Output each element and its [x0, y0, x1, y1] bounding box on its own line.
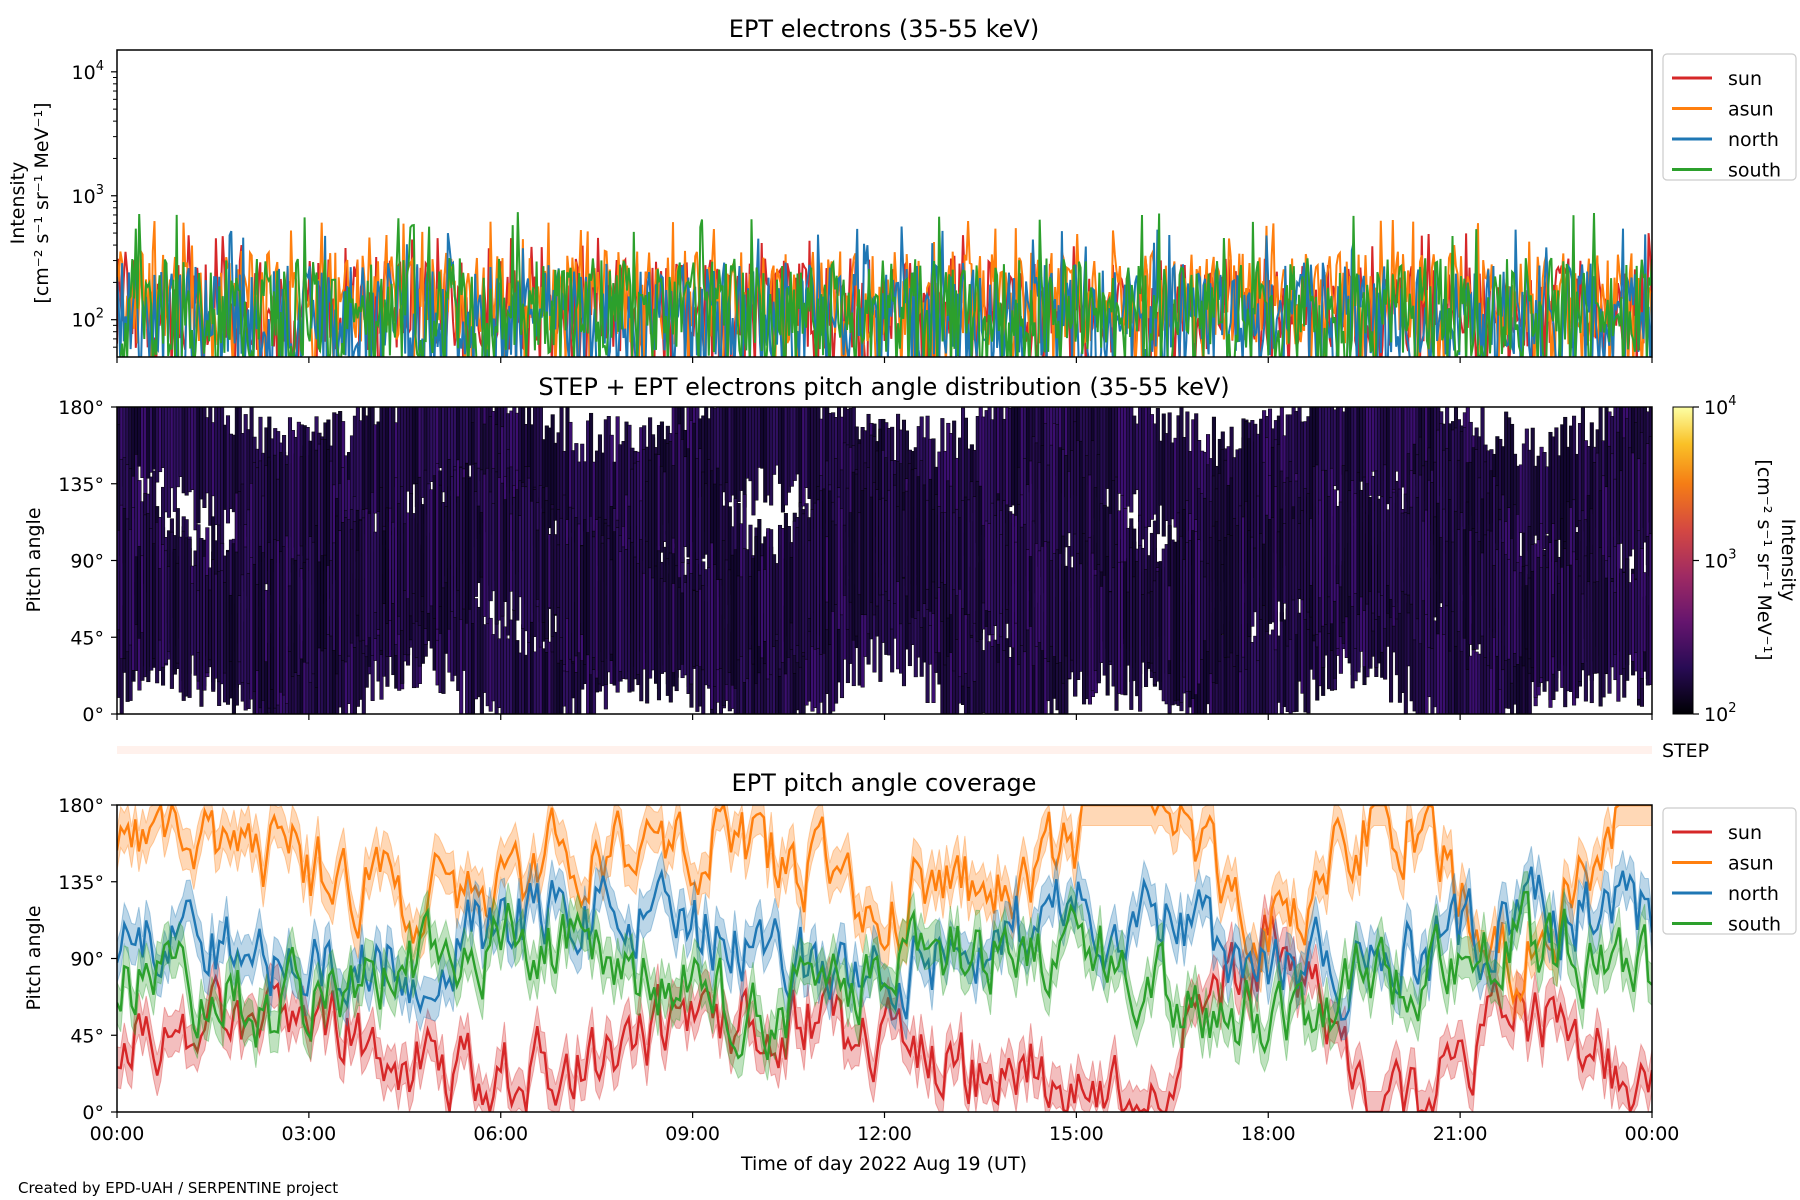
colorbar-label-line1: Intensity: [1777, 519, 1799, 602]
x-axis-label: Time of day 2022 Aug 19 (UT): [740, 1153, 1027, 1175]
p4-ytick-label: 0°: [82, 1102, 104, 1124]
pad-cell: [1648, 533, 1652, 686]
legend-label-asun: asun: [1728, 99, 1774, 121]
panel1-legend: sun asun north south: [1662, 53, 1797, 182]
p2-ytick-label: 0°: [82, 704, 104, 726]
p4-ytick-label: 45°: [70, 1025, 104, 1047]
p4-ytick-label: 180°: [58, 795, 104, 817]
p4-ytick-label: 135°: [58, 872, 104, 894]
panel4-ylabel: Pitch angle: [23, 905, 45, 1010]
x-tick-label: 15:00: [1049, 1123, 1104, 1145]
colorbar-label: Intensity [cm⁻² s⁻¹ sr⁻¹ MeV⁻¹]: [1753, 459, 1799, 660]
p2-ytick-label: 180°: [58, 397, 104, 419]
p2-ytick-label: 90°: [70, 551, 104, 573]
legend-label-north: north: [1728, 129, 1779, 151]
colorbar-tick-label: 102: [1704, 701, 1736, 726]
x-tick-label: 03:00: [281, 1123, 336, 1145]
panel4-legend: sun asun north south: [1662, 807, 1797, 936]
step-strip: [117, 746, 1652, 754]
p1-ytick-label: 104: [72, 59, 104, 84]
x-tick-label: 00:00: [1625, 1123, 1680, 1145]
x-ticks: 00:00 03:00 06:00 09:00 12:00 15:00 18:00 21:00…: [90, 357, 1680, 1145]
colorbar: [1672, 406, 1694, 715]
panel1-series: [117, 212, 1652, 357]
legend-label-asun: asun: [1728, 853, 1774, 875]
panel2-title: STEP + EPT electrons pitch angle distrib…: [538, 373, 1229, 401]
p4-line-asun: [117, 805, 1652, 1006]
p4-ytick-label: 90°: [70, 949, 104, 971]
p4-line-sun: [117, 914, 1652, 1112]
x-tick-label: 06:00: [473, 1123, 528, 1145]
p2-ytick-label: 135°: [58, 474, 104, 496]
p1-ytick-label: 102: [72, 307, 104, 332]
panel-pad: STEP + EPT electrons pitch angle distrib…: [23, 373, 1799, 726]
p1-line-south: [119, 212, 1652, 357]
p1-ytick-label: 103: [72, 183, 104, 208]
legend-box: [1662, 53, 1797, 181]
p2-ytick-label: 45°: [70, 627, 104, 649]
legend-box: [1662, 807, 1797, 935]
panel1-ylabel-line1: Intensity: [7, 162, 29, 245]
x-tick-label: 09:00: [665, 1123, 720, 1145]
colorbar-ticks: 102 103 104: [1693, 394, 1736, 726]
step-label: STEP: [1662, 740, 1709, 762]
panel2-heatmap: [117, 407, 1652, 714]
legend-label-south: south: [1728, 914, 1781, 936]
colorbar-tick-label: 104: [1704, 394, 1736, 419]
panel4-title: EPT pitch angle coverage: [732, 769, 1037, 797]
panel1-title: EPT electrons (35-55 keV): [729, 15, 1039, 43]
legend-label-sun: sun: [1728, 68, 1762, 90]
panel-step: STEP: [117, 740, 1709, 762]
panel4-series: [117, 805, 1652, 1112]
panel4-yticks: 0° 45° 90° 135° 180°: [58, 795, 117, 1124]
panel1-ylabel-line2: [cm⁻² s⁻¹ sr⁻¹ MeV⁻¹]: [31, 102, 53, 303]
colorbar-label-line2: [cm⁻² s⁻¹ sr⁻¹ MeV⁻¹]: [1753, 459, 1775, 660]
legend-label-north: north: [1728, 883, 1779, 905]
panel2-yticks: 0° 45° 90° 135° 180°: [58, 397, 117, 726]
x-tick-label: 00:00: [90, 1123, 145, 1145]
x-tick-label: 18:00: [1241, 1123, 1296, 1145]
p4-band-south: [117, 871, 1652, 1081]
panel1-ylabel: Intensity [cm⁻² s⁻¹ sr⁻¹ MeV⁻¹]: [7, 102, 53, 303]
credit-text: Created by EPD-UAH / SERPENTINE project: [18, 1179, 338, 1197]
panel-coverage: EPT pitch angle coverage 0° 45° 90° 135° 180…: [23, 769, 1797, 1124]
panel1-yticks: 102 103 104: [72, 59, 117, 348]
panel2-ylabel: Pitch angle: [23, 507, 45, 612]
legend-label-south: south: [1728, 160, 1781, 182]
legend-label-sun: sun: [1728, 822, 1762, 844]
panel-intensity: EPT electrons (35-55 keV) 102 103 104 Inte…: [7, 15, 1797, 358]
colorbar-tick-label: 103: [1704, 548, 1736, 573]
x-tick-label: 21:00: [1433, 1123, 1488, 1145]
p4-line-south: [117, 890, 1652, 1061]
x-tick-label: 12:00: [857, 1123, 912, 1145]
